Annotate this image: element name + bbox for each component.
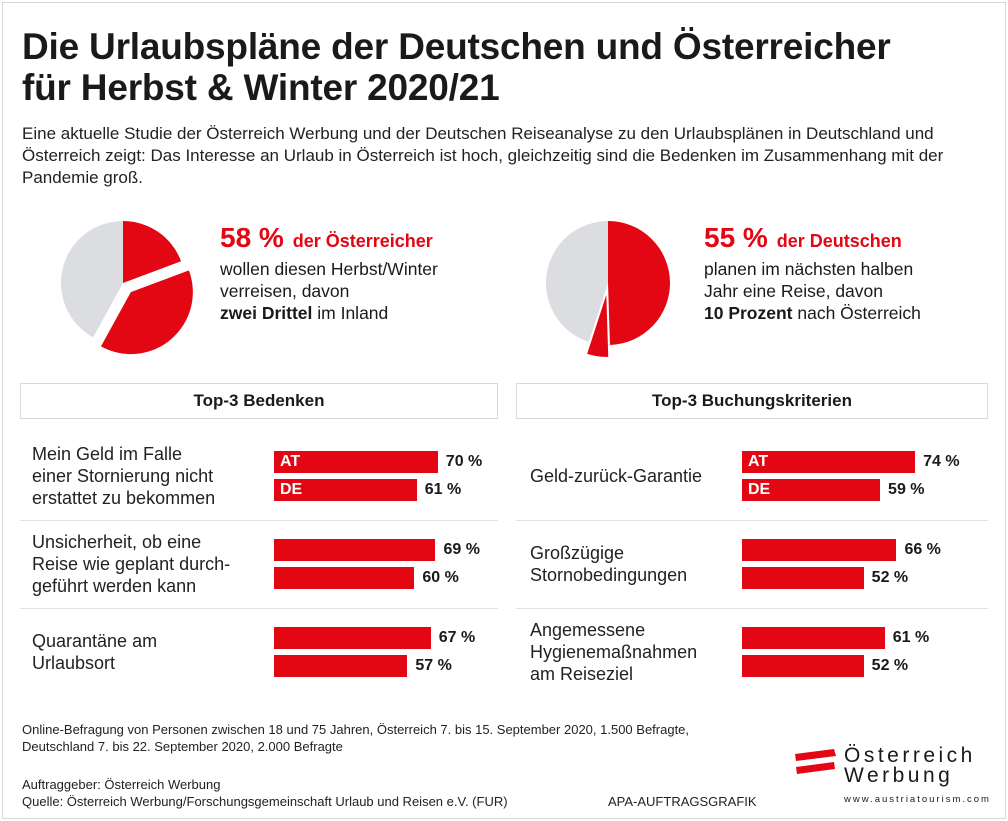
bar-at <box>274 627 431 649</box>
bar-value: 70 % <box>445 453 483 470</box>
pie-text-at: 58 % der Österreicher wollen diesen Herb… <box>220 222 438 324</box>
pie-slice <box>608 221 670 345</box>
logo-line2: Werbung <box>844 764 954 787</box>
desc-bold: 10 Prozent <box>704 303 793 323</box>
pie-deutsche <box>546 221 670 357</box>
desc: planen im nächsten halben <box>704 259 914 279</box>
desc: im Inland <box>312 303 389 323</box>
header-bedenken: Top-3 Bedenken <box>20 383 498 419</box>
bar-value: 67 % <box>438 629 476 646</box>
bar-at <box>742 539 897 561</box>
logo-line1: Österreich <box>844 744 976 767</box>
bar-de <box>742 655 864 677</box>
pie-slice <box>123 221 182 283</box>
bar-de <box>274 655 408 677</box>
category-label: Quarantäne am Urlaubsort <box>32 631 158 673</box>
source: Quelle: Österreich Werbung/Forschungsgem… <box>22 794 508 809</box>
client: Auftraggeber: Österreich Werbung <box>22 777 221 792</box>
row-divider <box>516 520 988 521</box>
headline-label: der Deutschen <box>776 231 902 251</box>
bar-value: 74 % <box>923 453 960 470</box>
bar-value: 52 % <box>871 657 909 674</box>
bar-value: 52 % <box>871 569 909 586</box>
page-title: Die Urlaubspläne der Deutschen und Öster… <box>22 26 891 108</box>
credit: APA-AUFTRAGSGRAFIK <box>608 794 757 809</box>
pie-slice <box>61 221 123 338</box>
bar-de <box>274 567 415 589</box>
headline-value: 58 % <box>220 222 284 253</box>
pie-slice <box>587 294 609 357</box>
pie-slice <box>546 221 608 342</box>
category-label: Mein Geld im Falle einer Stornierung nich… <box>32 444 216 508</box>
category-label: Großzügige Stornobedingungen <box>530 543 688 585</box>
headline-label: der Österreicher <box>292 231 433 251</box>
bar-value: 57 % <box>415 657 452 674</box>
pies <box>61 221 670 357</box>
bar-value: 61 % <box>424 481 462 498</box>
bar-de: DE <box>742 479 881 501</box>
bar-at: AT <box>274 451 438 473</box>
bar-at: AT <box>742 451 916 473</box>
bar-value: 66 % <box>904 541 941 558</box>
header-buchungskriterien: Top-3 Buchungskriterien <box>516 383 988 419</box>
bar-value: 61 % <box>892 629 930 646</box>
pie-text-de: 55 % der Deutschen planen im nächsten ha… <box>704 222 921 324</box>
footnote: Online-Befragung von Personen zwischen 1… <box>22 722 690 754</box>
category-label: Geld-zurück-Garantie <box>530 466 703 486</box>
category-label: Unsicherheit, ob eine Reise wie geplant d… <box>32 532 231 596</box>
logo-url: www.austriatourism.com <box>844 794 991 805</box>
desc-bold: zwei Drittel <box>220 303 313 323</box>
bar-value: 60 % <box>422 569 459 586</box>
bar-value: 69 % <box>443 541 480 558</box>
row-divider <box>20 520 498 521</box>
intro-text: Eine aktuelle Studie der Österreich Werb… <box>22 124 944 187</box>
pie-oesterreicher <box>61 221 193 355</box>
bar-de: DE <box>274 479 417 501</box>
desc: nach Österreich <box>792 303 921 323</box>
desc: wollen diesen Herbst/Winter <box>220 259 438 279</box>
pie-slice <box>100 270 193 355</box>
category-label: Angemessene Hygienemaßnahmen am Reiseziel <box>530 620 698 684</box>
bar-at <box>274 539 436 561</box>
desc: Jahr eine Reise, davon <box>704 281 883 301</box>
logo-flag-icon <box>795 749 836 774</box>
row-divider <box>516 608 988 609</box>
desc: verreisen, davon <box>220 281 350 301</box>
bar-value: 59 % <box>888 481 925 498</box>
bar-de <box>742 567 864 589</box>
headline-value: 55 % <box>704 222 768 253</box>
row-divider <box>20 608 498 609</box>
bar-at <box>742 627 885 649</box>
source-block: Auftraggeber: Österreich Werbung Quelle: … <box>22 776 508 810</box>
